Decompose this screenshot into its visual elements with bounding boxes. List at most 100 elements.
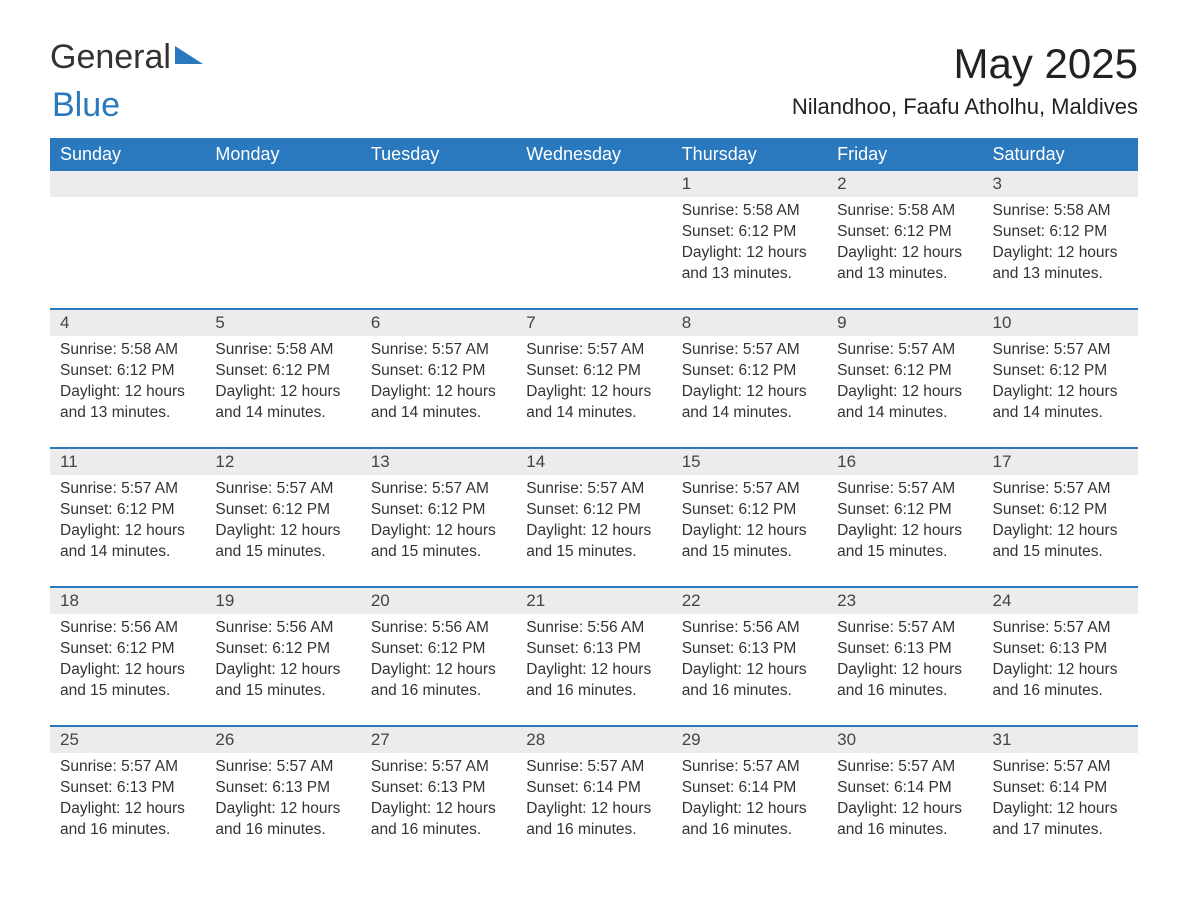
sunrise-text: Sunrise: 5:57 AM [682, 479, 817, 500]
day-content-row: Sunrise: 5:58 AM Sunset: 6:12 PM Daylight:… [50, 197, 1138, 309]
sunrise-text: Sunrise: 5:57 AM [371, 479, 506, 500]
daylight-text: Daylight: 12 hours and 14 minutes. [993, 382, 1128, 424]
day-content-cell: Sunrise: 5:57 AMSunset: 6:12 PMDaylight:… [50, 475, 205, 587]
day-content-cell [205, 197, 360, 309]
day-content-cell: Sunrise: 5:58 AMSunset: 6:12 PMDaylight:… [205, 336, 360, 448]
sunrise-text: Sunrise: 5:57 AM [526, 479, 661, 500]
day-number-row: 25262728293031 [50, 726, 1138, 753]
weekday-header: Tuesday [361, 138, 516, 171]
sunrise-text: Sunrise: 5:57 AM [837, 479, 972, 500]
daylight-text: Daylight: 12 hours and 15 minutes. [371, 521, 506, 563]
day-number-cell: 21 [516, 587, 671, 614]
daylight-text: Daylight: 12 hours and 16 minutes. [60, 799, 195, 841]
day-content-cell: Sunrise: 5:57 AMSunset: 6:14 PMDaylight:… [516, 753, 671, 865]
sunset-text: Sunset: 6:14 PM [682, 778, 817, 799]
day-number-cell [516, 171, 671, 197]
day-content-cell: Sunrise: 5:57 AMSunset: 6:14 PMDaylight:… [983, 753, 1138, 865]
daylight-text: Daylight: 12 hours and 17 minutes. [993, 799, 1128, 841]
day-content-cell: Sunrise: 5:56 AMSunset: 6:13 PMDaylight:… [516, 614, 671, 726]
daylight-text: Daylight: 12 hours and 15 minutes. [837, 521, 972, 563]
day-content-cell [361, 197, 516, 309]
day-number-cell: 1 [672, 171, 827, 197]
sunset-text: Sunset: 6:12 PM [682, 222, 817, 243]
daylight-text: Daylight: 12 hours and 16 minutes. [371, 799, 506, 841]
logo-text-blue: Blue [52, 86, 120, 124]
day-number-cell: 20 [361, 587, 516, 614]
daylight-text: Daylight: 12 hours and 15 minutes. [682, 521, 817, 563]
day-number-cell: 22 [672, 587, 827, 614]
day-number-row: 123 [50, 171, 1138, 197]
day-number-row: 45678910 [50, 309, 1138, 336]
day-content-cell: Sunrise: 5:58 AMSunset: 6:12 PMDaylight:… [50, 336, 205, 448]
sunrise-text: Sunrise: 5:57 AM [371, 340, 506, 361]
day-number-cell [50, 171, 205, 197]
sunrise-text: Sunrise: 5:57 AM [682, 757, 817, 778]
sunset-text: Sunset: 6:13 PM [60, 778, 195, 799]
day-number-cell: 2 [827, 171, 982, 197]
sunset-text: Sunset: 6:12 PM [837, 222, 972, 243]
daylight-text: Daylight: 12 hours and 16 minutes. [682, 799, 817, 841]
sunset-text: Sunset: 6:13 PM [682, 639, 817, 660]
day-content-cell: Sunrise: 5:58 AMSunset: 6:12 PMDaylight:… [983, 197, 1138, 309]
daylight-text: Daylight: 12 hours and 14 minutes. [215, 382, 350, 424]
day-number-cell: 16 [827, 448, 982, 475]
logo-triangle-icon [175, 46, 203, 64]
day-content-cell: Sunrise: 5:56 AMSunset: 6:12 PMDaylight:… [361, 614, 516, 726]
title-block: May 2025 Nilandhoo, Faafu Atholhu, Maldi… [792, 40, 1138, 120]
day-content-cell: Sunrise: 5:57 AMSunset: 6:12 PMDaylight:… [361, 336, 516, 448]
day-number-cell: 7 [516, 309, 671, 336]
sunrise-text: Sunrise: 5:58 AM [215, 340, 350, 361]
header: General Blue May 2025 Nilandhoo, Faafu A… [50, 40, 1138, 120]
daylight-text: Daylight: 12 hours and 14 minutes. [60, 521, 195, 563]
sunset-text: Sunset: 6:12 PM [526, 361, 661, 382]
daylight-text: Daylight: 12 hours and 16 minutes. [837, 660, 972, 702]
sunrise-text: Sunrise: 5:57 AM [837, 618, 972, 639]
day-content-cell: Sunrise: 5:57 AMSunset: 6:12 PMDaylight:… [983, 475, 1138, 587]
sunrise-text: Sunrise: 5:57 AM [682, 340, 817, 361]
day-content-cell: Sunrise: 5:57 AMSunset: 6:14 PMDaylight:… [827, 753, 982, 865]
day-content-cell: Sunrise: 5:57 AMSunset: 6:12 PMDaylight:… [205, 475, 360, 587]
day-number-cell: 14 [516, 448, 671, 475]
sunrise-text: Sunrise: 5:58 AM [993, 201, 1128, 222]
sunset-text: Sunset: 6:12 PM [993, 500, 1128, 521]
sunrise-text: Sunrise: 5:57 AM [837, 757, 972, 778]
sunset-text: Sunset: 6:12 PM [837, 361, 972, 382]
day-content-row: Sunrise: 5:58 AMSunset: 6:12 PMDaylight:… [50, 336, 1138, 448]
daylight-text: Daylight: 12 hours and 15 minutes. [215, 660, 350, 702]
logo-text-general: General [50, 38, 171, 76]
day-content-cell: Sunrise: 5:56 AMSunset: 6:13 PMDaylight:… [672, 614, 827, 726]
day-content-cell: Sunrise: 5:57 AMSunset: 6:14 PMDaylight:… [672, 753, 827, 865]
day-content-cell [516, 197, 671, 309]
day-number-cell: 31 [983, 726, 1138, 753]
sunset-text: Sunset: 6:12 PM [371, 500, 506, 521]
day-number-cell: 29 [672, 726, 827, 753]
day-number-cell: 8 [672, 309, 827, 336]
sunset-text: Sunset: 6:12 PM [215, 361, 350, 382]
daylight-text: Daylight: 12 hours and 16 minutes. [993, 660, 1128, 702]
day-number-cell: 12 [205, 448, 360, 475]
day-number-cell: 18 [50, 587, 205, 614]
weekday-header: Thursday [672, 138, 827, 171]
sunset-text: Sunset: 6:12 PM [682, 361, 817, 382]
sunrise-text: Sunrise: 5:56 AM [526, 618, 661, 639]
day-content-cell: Sunrise: 5:57 AMSunset: 6:13 PMDaylight:… [205, 753, 360, 865]
sunrise-text: Sunrise: 5:57 AM [837, 340, 972, 361]
sunrise-text: Sunrise: 5:57 AM [526, 757, 661, 778]
sunrise-text: Sunrise: 5:57 AM [993, 757, 1128, 778]
sunrise-text: Sunrise: 5:57 AM [215, 479, 350, 500]
sunrise-text: Sunrise: 5:56 AM [682, 618, 817, 639]
sunset-text: Sunset: 6:12 PM [215, 500, 350, 521]
day-content-cell: Sunrise: 5:57 AMSunset: 6:13 PMDaylight:… [827, 614, 982, 726]
sunrise-text: Sunrise: 5:57 AM [993, 618, 1128, 639]
day-number-cell: 27 [361, 726, 516, 753]
daylight-text: Daylight: 12 hours and 13 minutes. [993, 243, 1128, 285]
daylight-text: Daylight: 12 hours and 14 minutes. [371, 382, 506, 424]
sunrise-text: Sunrise: 5:57 AM [993, 479, 1128, 500]
day-number-cell: 19 [205, 587, 360, 614]
day-number-cell: 6 [361, 309, 516, 336]
daylight-text: Daylight: 12 hours and 15 minutes. [993, 521, 1128, 563]
daylight-text: Daylight: 12 hours and 14 minutes. [526, 382, 661, 424]
day-content-cell: Sunrise: 5:57 AMSunset: 6:12 PMDaylight:… [361, 475, 516, 587]
daylight-text: Daylight: 12 hours and 13 minutes. [60, 382, 195, 424]
day-content-cell: Sunrise: 5:58 AMSunset: 6:12 PMDaylight:… [672, 197, 827, 309]
